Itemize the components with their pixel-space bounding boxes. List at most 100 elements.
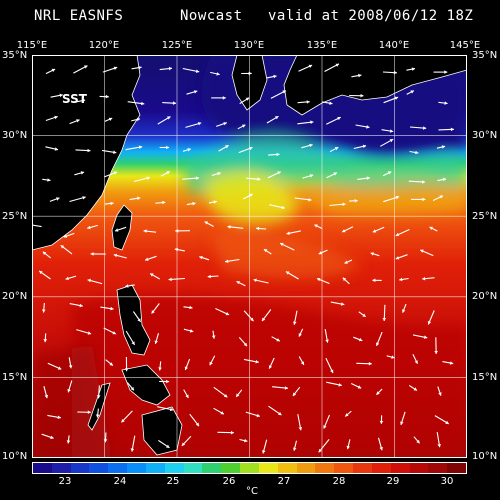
current-vector-head (422, 180, 426, 184)
current-vector-head (308, 198, 312, 202)
current-vector-head (330, 369, 334, 373)
cbar-label-30: 30 (440, 476, 454, 487)
current-vector-head (166, 444, 170, 448)
current-vector-head (286, 231, 290, 235)
current-vector-head (248, 71, 252, 76)
current-vector-head (445, 420, 449, 424)
lon-label-115: 115°E (16, 40, 48, 51)
current-vector-head (277, 171, 281, 175)
current-vector-head (333, 172, 337, 176)
current-vector-head (420, 249, 424, 253)
lat-label-35-right: 35°N (472, 50, 498, 61)
current-vector-head (342, 229, 346, 233)
current-vector-head (257, 177, 261, 181)
current-vector-head (360, 93, 364, 98)
luzon-landmass (116, 284, 151, 356)
current-vector-head (150, 273, 154, 277)
current-vector-head (342, 202, 346, 207)
current-vector-head (337, 116, 341, 121)
current-vector-head (87, 148, 91, 153)
current-vector-head (449, 361, 454, 365)
cbar-label-28: 28 (332, 476, 346, 487)
current-vector-head (357, 385, 362, 389)
current-vector-head (223, 122, 227, 126)
current-vector-head (95, 414, 100, 418)
current-vector-head (284, 386, 288, 390)
current-vector-head (137, 318, 141, 322)
current-vector-head (244, 438, 248, 443)
current-vector-head (54, 115, 58, 120)
current-vector-head (314, 224, 318, 228)
current-vector-head (109, 362, 113, 366)
current-vector-head (255, 360, 259, 364)
lon-label-130: 130°E (233, 40, 265, 51)
cbar-label-26: 26 (222, 476, 236, 487)
current-vector-head (184, 366, 188, 370)
lon-label-135: 135°E (306, 40, 338, 51)
japan-landmass (283, 55, 467, 116)
current-vector-head (372, 278, 376, 283)
current-vector-head (424, 335, 428, 339)
current-vector-head (362, 144, 367, 149)
current-vector-head (429, 226, 433, 230)
current-vector-head (376, 391, 380, 395)
current-vector-head (197, 122, 202, 126)
current-vector-head (66, 440, 71, 444)
lon-label-140: 140°E (378, 40, 410, 51)
graticule (32, 55, 467, 458)
current-vector-head (56, 197, 60, 201)
colorbar-swatch (296, 463, 316, 473)
current-vector-head (413, 387, 417, 391)
current-vector-head (199, 255, 203, 260)
current-vector-head (411, 67, 415, 71)
current-vector-head (112, 331, 116, 335)
current-vector-head (189, 329, 194, 333)
current-vector-head (256, 413, 260, 418)
current-vector-head (275, 116, 279, 120)
current-vector-head (309, 174, 314, 178)
current-vector-head (394, 96, 399, 100)
lat-label-10-left: 10°N (2, 451, 28, 462)
agency-title: NRL EASNFS (34, 8, 124, 24)
current-vector-head (225, 259, 229, 263)
lon-label-145: 145°E (449, 40, 481, 51)
current-vector-head (263, 249, 268, 253)
colorbar-swatch (127, 463, 146, 473)
current-vector-head (268, 365, 273, 369)
lon-label-125: 125°E (161, 40, 193, 51)
current-vector-head (346, 445, 350, 450)
current-vector-head (192, 201, 196, 206)
current-vector-head (441, 145, 446, 149)
current-vector-head (181, 442, 186, 446)
current-vector-head (187, 148, 191, 152)
current-vector-head (50, 435, 54, 440)
current-vector-head (298, 333, 302, 337)
current-vector-head (325, 339, 329, 343)
current-vector-head (138, 65, 142, 70)
current-vector-head (317, 277, 321, 282)
colorbar-swatch (409, 463, 429, 473)
current-vector-head (329, 101, 333, 105)
current-vector-head (115, 228, 119, 232)
current-vector-head (124, 368, 129, 372)
current-vector-head (39, 270, 43, 275)
current-vector-head (113, 66, 118, 70)
current-vector-head (278, 411, 282, 416)
current-vector-head (130, 448, 135, 452)
colorbar-swatch (240, 463, 259, 473)
current-vector-head (300, 361, 304, 365)
current-vector-head (414, 360, 418, 364)
current-vector-head (450, 127, 454, 132)
colorbar-swatch (33, 463, 52, 473)
current-vector-head (193, 90, 198, 94)
current-vector-head (415, 150, 419, 155)
current-vector-head (141, 101, 145, 106)
current-vector-head (57, 366, 62, 370)
current-vector-head (168, 66, 172, 71)
colorbar-swatch (353, 463, 372, 473)
current-vector-head (113, 150, 117, 154)
current-vector-head (285, 271, 290, 275)
current-vector-head (241, 124, 246, 128)
current-vector-head (227, 225, 231, 229)
colorbar-swatch (258, 463, 278, 473)
